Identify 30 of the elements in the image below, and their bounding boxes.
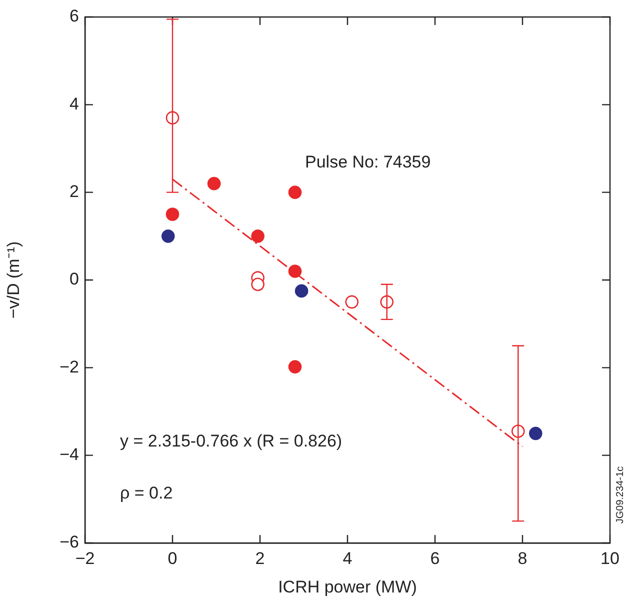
point	[288, 360, 302, 374]
point	[288, 264, 302, 278]
point	[161, 230, 175, 243]
x-axis-title: ICRH power (MW)	[278, 577, 417, 596]
point	[528, 426, 542, 440]
y-tick-label: −6	[60, 532, 79, 552]
y-axis-title: −v/D (m⁻¹)	[4, 241, 23, 319]
x-tick-label: 4	[342, 548, 352, 568]
x-tick-label: 10	[600, 548, 620, 568]
y-tick-label: 6	[70, 6, 79, 26]
point	[207, 176, 221, 190]
x-tick-label: 6	[430, 548, 440, 568]
point	[345, 295, 359, 309]
point	[166, 208, 180, 221]
annotation: ρ = 0.2	[120, 484, 173, 503]
point	[251, 278, 264, 292]
y-tick-label: −4	[60, 445, 79, 464]
point	[288, 186, 302, 199]
annotation: Pulse No: 74359	[305, 152, 431, 172]
y-tick-label: 4	[70, 94, 79, 114]
annotation: y = 2.315-0.766 x (R = 0.826)	[120, 432, 342, 451]
text: JG09.234-1c	[614, 466, 626, 524]
y-tick-label: 0	[70, 270, 79, 289]
x-tick-label: 0	[168, 548, 178, 568]
x-tick-label: 2	[255, 548, 265, 568]
point	[294, 284, 308, 298]
y-tick-label: 2	[70, 182, 79, 202]
point	[251, 230, 264, 243]
x-tick-label: 8	[518, 548, 528, 568]
y-tick-label: −2	[60, 357, 79, 376]
